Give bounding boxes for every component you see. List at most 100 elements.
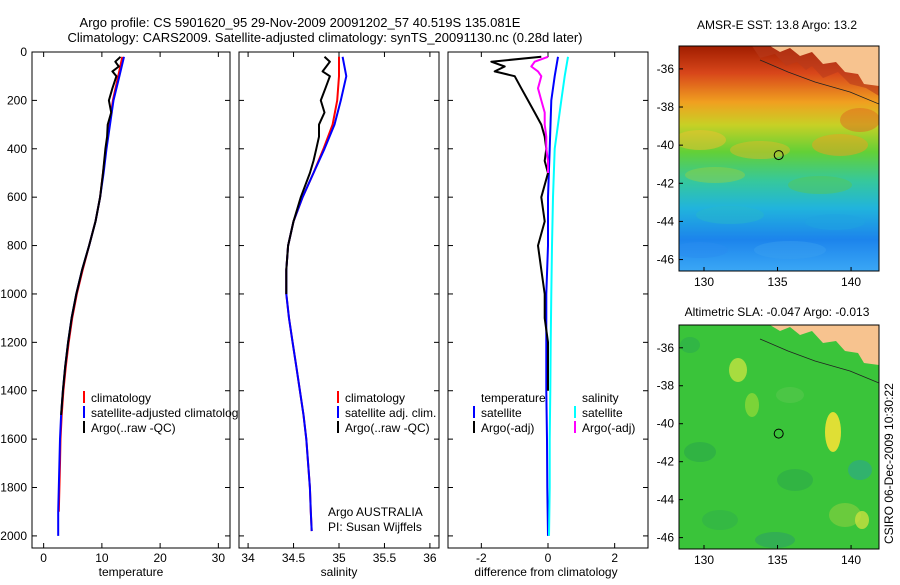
temperature-series (57, 56, 125, 536)
x-tick-label: -2 (476, 551, 487, 565)
sst-map-field (679, 46, 879, 271)
y-tick-label: 400 (7, 142, 27, 156)
salinity-x-axis: 34 34.5 35 35.5 36 (241, 52, 437, 565)
map-y-tick-label: -36 (657, 62, 675, 76)
temperature-xlabel: temperature (99, 565, 164, 579)
series-line-salinity-argo-adj (530, 55, 549, 173)
sst-map-title: AMSR-E SST: 13.8 Argo: 13.2 (697, 18, 857, 32)
sla-texture-patch (776, 387, 804, 403)
map-x-tick-label: 140 (841, 275, 861, 289)
x-tick-label: 2 (611, 551, 618, 565)
sst-map-background (679, 46, 879, 271)
x-tick-label: 35 (332, 551, 346, 565)
map-y-tick-label: -44 (657, 493, 675, 507)
y-tick-label: 1800 (0, 481, 27, 495)
sst-texture-patch (840, 108, 879, 132)
temperature-y-axis: 0 200 400 600 800 1000 1200 1400 1600 1800 2000 (0, 45, 230, 543)
difference-series (490, 55, 569, 536)
x-tick-label: 0 (545, 551, 552, 565)
map-y-tick-label: -44 (657, 214, 675, 228)
map-x-tick-label: 135 (768, 275, 788, 289)
map-x-tick-label: 140 (841, 553, 861, 567)
sst-map-shelf-contour (759, 59, 879, 105)
temperature-axes-frame (31, 51, 231, 549)
x-tick-label: 34.5 (282, 551, 306, 565)
x-tick-label: 20 (153, 551, 167, 565)
sla-texture-patch (684, 442, 716, 462)
sla-map-title: Altimetric SLA: -0.047 Argo: -0.013 (685, 305, 870, 319)
y-tick-label: 1400 (0, 384, 27, 398)
difference-panel: -2 0 2 difference from climatology tempera… (447, 51, 649, 579)
y-tick-label: 2000 (0, 529, 27, 543)
sla-texture-patch (825, 412, 841, 452)
salinity-legend-climatology: climatology (345, 391, 405, 405)
x-tick-label: 36 (423, 551, 437, 565)
sla-texture-patch (848, 460, 872, 480)
map-y-tick-label: -46 (657, 253, 675, 267)
y-tick-label: 600 (7, 190, 27, 204)
sst-map-land (770, 46, 879, 86)
sst-map-argo-marker (773, 150, 784, 161)
y-tick-label: 800 (7, 239, 27, 253)
salinity-y-axis-ticks (239, 51, 439, 537)
difference-x-axis: -2 0 2 (476, 52, 618, 565)
y-tick-label: 1200 (0, 335, 27, 349)
sst-texture-patch (730, 141, 790, 159)
temperature-legend: climatology satellite-adjusted climatolo… (83, 391, 244, 435)
sla-map-shelf-contour (759, 338, 879, 384)
sla-map-patches (680, 337, 872, 548)
sla-texture-patch (829, 503, 861, 527)
difference-legend-temperature-title: temperature (481, 391, 546, 405)
series-line-argo-raw-qc (60, 56, 122, 415)
salinity-legend-satellite: satellite adj. clim. (345, 406, 436, 420)
map-x-tick-label: 130 (694, 275, 714, 289)
temperature-legend-argo: Argo(..raw -QC) (91, 421, 176, 435)
map-y-tick-label: -46 (657, 531, 675, 545)
temperature-x-axis: 0 10 20 30 (40, 52, 225, 565)
sst-texture-patch (812, 134, 868, 156)
sst-texture-patch (679, 242, 728, 258)
series-line-temperature-satellite (545, 56, 559, 536)
series-line-argo-raw-qc (285, 56, 331, 294)
salinity-legend-argo: Argo(..raw -QC) (345, 421, 430, 435)
sla-map-axes: -36 -38 -40 -42 -44 -46 130 135 140 (657, 341, 862, 567)
sla-texture-patch (745, 393, 759, 417)
sst-map-axes: -36 -38 -40 -42 -44 -46 130 135 140 (657, 62, 862, 289)
salinity-annotation-pi: PI: Susan Wijffels (328, 520, 422, 534)
salinity-panel: 34 34.5 35 35.5 36 salinity climatology sate… (238, 51, 440, 579)
x-tick-label: 35.5 (373, 551, 397, 565)
salinity-annotation-programme: Argo AUSTRALIA (328, 505, 423, 519)
sst-map-patches (679, 108, 879, 259)
map-x-tick-label: 135 (768, 553, 788, 567)
sla-map-field (679, 325, 879, 549)
sla-texture-patch (729, 358, 747, 382)
map-y-tick-label: -40 (657, 138, 675, 152)
sst-map-frame (678, 45, 880, 272)
sst-map-panel: AMSR-E SST: 13.8 Argo: 13.2 -36 -38 -40 -42… (657, 18, 880, 289)
sla-map-argo-marker (773, 428, 784, 439)
y-tick-label: 1600 (0, 432, 27, 446)
sst-texture-patch (679, 130, 726, 150)
salinity-axes-frame (238, 51, 440, 549)
difference-legend-salinity-title: salinity (582, 391, 619, 405)
sst-texture-patch (696, 206, 764, 224)
credit-timestamp: CSIRO 06-Dec-2009 10:30:22 (882, 383, 896, 544)
figure-title-line2: Climatology: CARS2009. Satellite-adjuste… (68, 30, 583, 45)
sla-texture-patch (855, 511, 869, 529)
sla-texture-patch (755, 532, 795, 548)
temperature-legend-climatology: climatology (91, 391, 151, 405)
sst-texture-patch (788, 176, 852, 194)
x-tick-label: 10 (95, 551, 109, 565)
sst-texture-patch (805, 214, 865, 230)
series-line-salinity-satellite (548, 56, 569, 536)
sla-map-land (770, 325, 879, 365)
salinity-series (285, 56, 348, 532)
figure-title-line1: Argo profile: CS 5901620_95 29-Nov-2009 … (80, 15, 521, 30)
salinity-legend: climatology satellite adj. clim. Argo(..… (337, 391, 436, 435)
map-x-tick-label: 130 (694, 553, 714, 567)
temperature-panel: 0 200 400 600 800 1000 1200 1400 1600 1800 2000 0 1… (0, 45, 244, 579)
sla-texture-patch (680, 337, 700, 353)
difference-legend-temp-satellite: satellite (481, 406, 522, 420)
map-y-tick-label: -38 (657, 100, 675, 114)
x-tick-label: 34 (241, 551, 255, 565)
